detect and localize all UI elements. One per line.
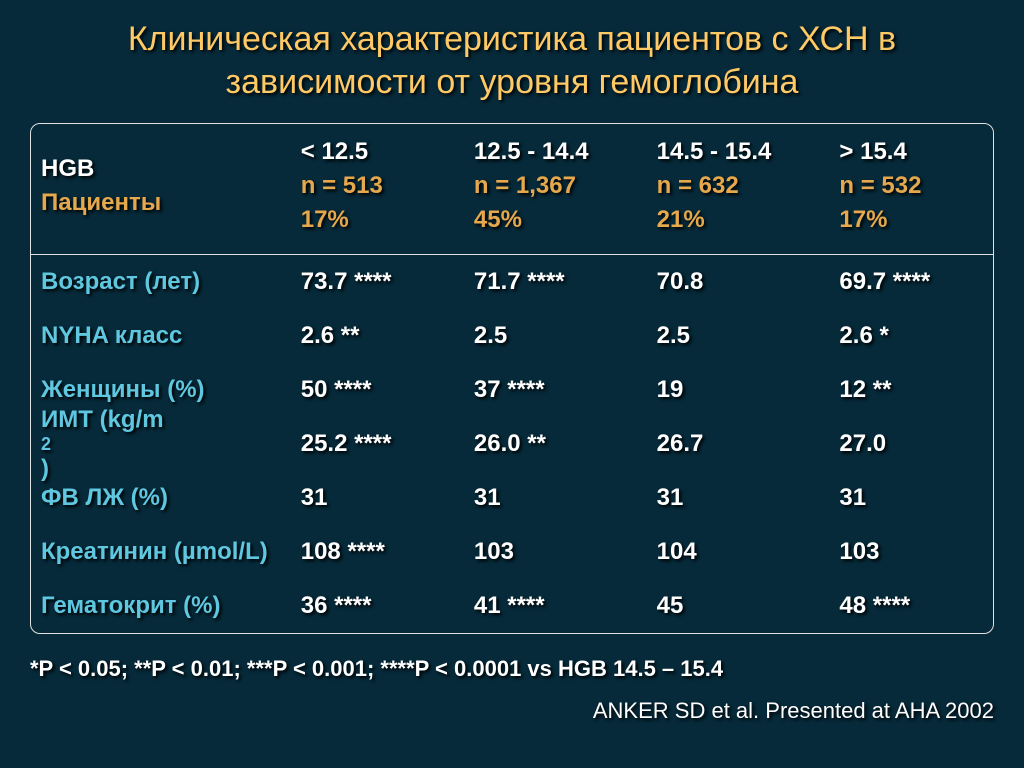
row-value: 2.6 ** bbox=[291, 309, 464, 363]
citation: ANKER SD et al. Presented at AHA 2002 bbox=[30, 698, 994, 724]
row-value: 71.7 **** bbox=[464, 255, 647, 309]
row-value: 31 bbox=[291, 471, 464, 525]
table-row: Возраст (лет)73.7 ****71.7 ****70.869.7 … bbox=[31, 255, 993, 309]
header-col: 12.5 - 14.4 n = 1,367 45% bbox=[464, 124, 647, 254]
p-value-footnote: *P < 0.05; **P < 0.01; ***P < 0.001; ***… bbox=[30, 656, 994, 682]
n-count: n = 1,367 bbox=[474, 172, 637, 200]
pct: 17% bbox=[839, 206, 983, 234]
row-value: 41 **** bbox=[464, 579, 647, 633]
row-value: 70.8 bbox=[647, 255, 830, 309]
row-value: 48 **** bbox=[829, 579, 993, 633]
row-label: Возраст (лет) bbox=[31, 255, 291, 309]
row-value: 50 **** bbox=[291, 363, 464, 417]
table-row: NYHA класс2.6 **2.52.52.6 * bbox=[31, 309, 993, 363]
row-label: ИМТ (kg/m2) bbox=[31, 417, 291, 471]
row-value: 69.7 **** bbox=[829, 255, 993, 309]
row-value: 25.2 **** bbox=[291, 417, 464, 471]
row-label: ФВ ЛЖ (%) bbox=[31, 471, 291, 525]
table-header: HGB Пациенты < 12.5 n = 513 17% 12.5 - 1… bbox=[31, 124, 993, 254]
row-value: 31 bbox=[829, 471, 993, 525]
row-label: Креатинин (µmol/L) bbox=[31, 525, 291, 579]
row-value: 31 bbox=[647, 471, 830, 525]
row-value: 27.0 bbox=[829, 417, 993, 471]
row-label: Гематокрит (%) bbox=[31, 579, 291, 633]
data-table: HGB Пациенты < 12.5 n = 513 17% 12.5 - 1… bbox=[30, 123, 994, 634]
row-value: 73.7 **** bbox=[291, 255, 464, 309]
n-count: n = 532 bbox=[839, 172, 983, 200]
header-col: < 12.5 n = 513 17% bbox=[291, 124, 464, 254]
row-value: 26.7 bbox=[647, 417, 830, 471]
row-value: 26.0 ** bbox=[464, 417, 647, 471]
row-value: 36 **** bbox=[291, 579, 464, 633]
row-value: 103 bbox=[464, 525, 647, 579]
row-value: 31 bbox=[464, 471, 647, 525]
slide-title: Клиническая характеристика пациентов с Х… bbox=[30, 18, 994, 103]
pct: 45% bbox=[474, 206, 637, 234]
row-label: NYHA класс bbox=[31, 309, 291, 363]
row-value: 2.6 * bbox=[829, 309, 993, 363]
pct: 17% bbox=[301, 206, 454, 234]
table-row: Креатинин (µmol/L)108 ****103104103 bbox=[31, 525, 993, 579]
hgb-range: 12.5 - 14.4 bbox=[474, 138, 637, 166]
row-value: 104 bbox=[647, 525, 830, 579]
hgb-label: HGB bbox=[41, 155, 281, 183]
header-col: 14.5 - 15.4 n = 632 21% bbox=[647, 124, 830, 254]
n-count: n = 513 bbox=[301, 172, 454, 200]
patients-label: Пациенты bbox=[41, 189, 281, 217]
hgb-range: > 15.4 bbox=[839, 138, 983, 166]
row-value: 37 **** bbox=[464, 363, 647, 417]
row-value: 2.5 bbox=[647, 309, 830, 363]
row-value: 12 ** bbox=[829, 363, 993, 417]
table-row: Гематокрит (%)36 ****41 ****4548 **** bbox=[31, 579, 993, 633]
row-value: 45 bbox=[647, 579, 830, 633]
pct: 21% bbox=[657, 206, 820, 234]
row-value: 2.5 bbox=[464, 309, 647, 363]
table-row: ФВ ЛЖ (%)31313131 bbox=[31, 471, 993, 525]
n-count: n = 632 bbox=[657, 172, 820, 200]
header-label-cell: HGB Пациенты bbox=[31, 124, 291, 254]
header-col: > 15.4 n = 532 17% bbox=[829, 124, 993, 254]
hgb-range: < 12.5 bbox=[301, 138, 454, 166]
hgb-range: 14.5 - 15.4 bbox=[657, 138, 820, 166]
row-value: 19 bbox=[647, 363, 830, 417]
row-value: 108 **** bbox=[291, 525, 464, 579]
table-row: ИМТ (kg/m2)25.2 ****26.0 **26.727.0 bbox=[31, 417, 993, 471]
row-value: 103 bbox=[829, 525, 993, 579]
